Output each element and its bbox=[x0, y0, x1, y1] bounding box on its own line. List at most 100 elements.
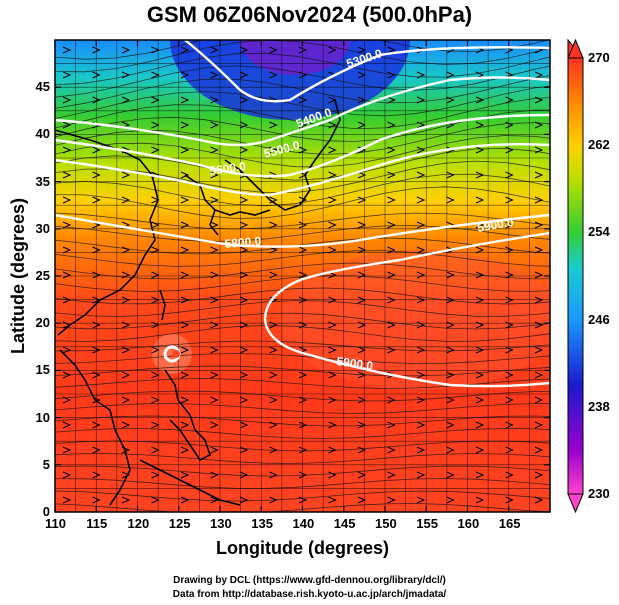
wind-arrow bbox=[446, 196, 455, 204]
wind-arrow bbox=[180, 446, 190, 454]
wind-arrow bbox=[446, 96, 455, 104]
wind-arrow bbox=[239, 121, 249, 129]
x-tick-label: 160 bbox=[457, 516, 480, 531]
wind-arrow bbox=[62, 271, 72, 279]
wind-arrow bbox=[151, 446, 160, 454]
x-tick-label: 120 bbox=[127, 516, 150, 531]
wind-arrow bbox=[357, 371, 367, 379]
subtropical-high bbox=[280, 250, 550, 390]
x-tick-label: 150 bbox=[375, 516, 397, 531]
y-tick-label: 30 bbox=[35, 220, 50, 236]
wind-arrow bbox=[121, 421, 131, 429]
wind-arrow bbox=[505, 446, 514, 454]
wind-arrow bbox=[446, 296, 455, 304]
wind-arrow bbox=[269, 371, 278, 379]
wind-arrow bbox=[505, 171, 514, 179]
wind-arrow bbox=[92, 71, 101, 79]
y-tick-marks bbox=[55, 86, 550, 513]
colorbar-tick-label: 238 bbox=[588, 398, 610, 414]
wind-arrow bbox=[62, 246, 72, 254]
wind-arrow bbox=[269, 246, 278, 254]
wind-arrow bbox=[121, 171, 131, 179]
wind-arrow bbox=[534, 496, 544, 504]
wind-arrow bbox=[387, 221, 396, 229]
y-tick-label: 10 bbox=[35, 409, 50, 425]
wind-arrow bbox=[328, 196, 337, 204]
wind-arrow bbox=[180, 246, 190, 254]
wind-arrow bbox=[328, 171, 337, 179]
x-tick-label: 145 bbox=[333, 516, 356, 531]
streamline bbox=[55, 478, 550, 489]
wind-arrow bbox=[534, 146, 544, 154]
wind-arrow bbox=[269, 271, 278, 279]
wind-arrow bbox=[151, 171, 160, 179]
wind-arrow bbox=[121, 346, 131, 354]
streamline bbox=[55, 85, 550, 120]
wind-arrow bbox=[534, 296, 544, 304]
wind-arrow bbox=[298, 146, 308, 154]
wind-arrow bbox=[239, 71, 249, 79]
wind-arrow bbox=[475, 121, 485, 129]
wind-arrow bbox=[298, 421, 308, 429]
wind-arrow bbox=[62, 96, 72, 104]
colorbar-tick-label: 246 bbox=[588, 311, 610, 327]
wind-arrow bbox=[475, 496, 485, 504]
wind-arrow bbox=[328, 246, 337, 254]
wind-arrow bbox=[121, 371, 131, 379]
wind-arrow bbox=[475, 271, 485, 279]
wind-arrow bbox=[92, 471, 101, 479]
x-tick-marks bbox=[54, 40, 510, 512]
wind-arrow bbox=[534, 396, 544, 404]
wind-arrow bbox=[298, 296, 308, 304]
streamline bbox=[55, 40, 550, 60]
streamline bbox=[55, 135, 550, 168]
wind-arrow bbox=[121, 296, 131, 304]
wind-arrow bbox=[505, 396, 514, 404]
streamline bbox=[55, 353, 550, 364]
wind-arrow bbox=[121, 71, 131, 79]
wind-arrow bbox=[239, 496, 249, 504]
wind-arrow bbox=[180, 96, 190, 104]
x-tick-label: 155 bbox=[416, 516, 438, 531]
wind-arrow bbox=[505, 471, 514, 479]
wind-arrow bbox=[92, 496, 101, 504]
wind-arrow bbox=[121, 496, 131, 504]
wind-arrow bbox=[180, 171, 190, 179]
wind-arrow bbox=[446, 471, 455, 479]
streamline bbox=[55, 262, 550, 280]
wind-arrow bbox=[357, 221, 367, 229]
streamline bbox=[55, 465, 550, 477]
x-axis-label: Longitude (degrees) bbox=[215, 538, 389, 558]
wind-arrow bbox=[446, 71, 455, 79]
contour-label-5900-south: 5900.0 bbox=[336, 354, 375, 373]
wind-arrow bbox=[298, 496, 308, 504]
wind-arrow bbox=[210, 446, 219, 454]
wind-arrow bbox=[328, 46, 337, 54]
wind-arrow bbox=[180, 221, 190, 229]
wind-arrow bbox=[387, 271, 396, 279]
wind-arrow bbox=[357, 271, 367, 279]
wind-arrow bbox=[239, 346, 249, 354]
wind-arrow bbox=[210, 246, 219, 254]
wind-arrow bbox=[416, 296, 426, 304]
wind-arrow bbox=[475, 196, 485, 204]
wind-arrow bbox=[180, 46, 190, 54]
contour-5300 bbox=[184, 40, 550, 103]
wind-arrow bbox=[269, 346, 278, 354]
streamline bbox=[55, 52, 550, 86]
wind-arrow bbox=[298, 71, 308, 79]
wind-arrow bbox=[387, 296, 396, 304]
wind-arrow bbox=[387, 246, 396, 254]
wind-arrow bbox=[416, 71, 426, 79]
wind-arrow bbox=[387, 396, 396, 404]
wind-arrow bbox=[62, 121, 72, 129]
wind-arrow bbox=[62, 396, 72, 404]
wind-arrow bbox=[92, 446, 101, 454]
streamline bbox=[55, 312, 550, 330]
wind-arrow bbox=[446, 346, 455, 354]
wind-arrow bbox=[387, 346, 396, 354]
wind-arrow bbox=[151, 371, 160, 379]
wind-arrow bbox=[121, 46, 131, 54]
wind-arrow bbox=[62, 371, 72, 379]
contour-5900-upper bbox=[263, 231, 550, 388]
